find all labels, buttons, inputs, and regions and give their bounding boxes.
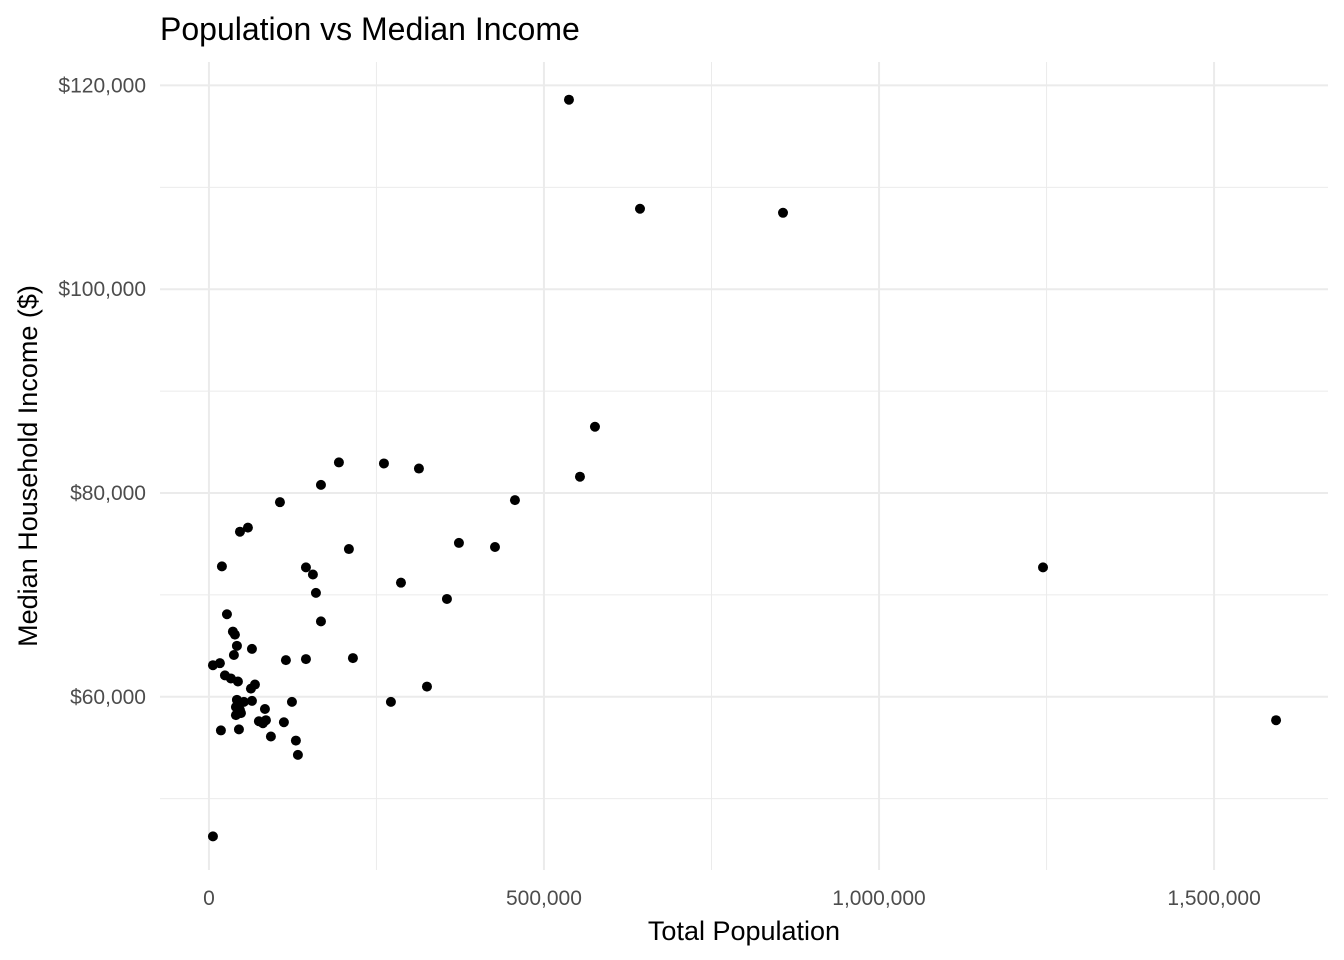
data-point: [333, 457, 344, 468]
data-point: [246, 695, 257, 706]
data-point: [315, 616, 326, 627]
data-point: [563, 94, 574, 105]
data-point: [395, 577, 406, 588]
data-point: [292, 749, 303, 760]
data-point: [214, 658, 225, 669]
data-point: [278, 717, 289, 728]
data-point: [274, 497, 285, 508]
data-point: [233, 724, 244, 735]
data-point: [378, 458, 389, 469]
data-point: [453, 537, 464, 548]
data-point: [221, 609, 232, 620]
data-point: [315, 479, 326, 490]
x-axis-ticks: 0 500,000 1,000,000 1,500,000: [203, 887, 1261, 910]
y-axis-label: Median Household Income ($): [13, 285, 43, 647]
data-point: [216, 561, 227, 572]
data-point: [280, 655, 291, 666]
data-point: [413, 463, 424, 474]
data-point: [290, 735, 301, 746]
y-tick-label: $100,000: [58, 278, 146, 301]
data-point: [574, 471, 585, 482]
data-point: [245, 683, 256, 694]
data-point: [229, 629, 240, 640]
data-point: [215, 725, 226, 736]
data-point: [260, 715, 271, 726]
data-point: [421, 681, 432, 692]
data-point: [232, 676, 243, 687]
data-point: [589, 421, 600, 432]
data-point: [246, 643, 257, 654]
data-point: [231, 640, 242, 651]
data-point: [307, 569, 318, 580]
points: [207, 94, 1282, 842]
data-point: [1038, 562, 1049, 573]
x-tick-label: 500,000: [506, 887, 582, 910]
data-point: [242, 522, 253, 533]
y-tick-label: $80,000: [70, 482, 146, 505]
data-point: [238, 696, 249, 707]
data-point: [310, 587, 321, 598]
data-point: [300, 654, 311, 665]
x-tick-label: 1,500,000: [1167, 887, 1260, 910]
y-axis-ticks: $60,000 $80,000 $100,000 $120,000: [58, 74, 146, 708]
chart-title: Population vs Median Income: [160, 11, 580, 47]
data-point: [489, 542, 500, 553]
y-tick-label: $60,000: [70, 686, 146, 709]
data-point: [207, 831, 218, 842]
data-point: [228, 650, 239, 661]
data-point: [234, 526, 245, 537]
x-tick-label: 0: [203, 887, 215, 910]
data-point: [385, 696, 396, 707]
data-point: [235, 708, 246, 719]
data-point: [343, 544, 354, 555]
x-tick-label: 1,000,000: [832, 887, 925, 910]
data-point: [1271, 715, 1282, 726]
data-point: [778, 207, 789, 218]
data-point: [259, 704, 270, 715]
data-point: [441, 593, 452, 604]
y-tick-label: $120,000: [58, 74, 146, 97]
x-axis-label: Total Population: [648, 916, 840, 946]
grid: [160, 62, 1328, 870]
data-point: [634, 203, 645, 214]
data-point: [265, 731, 276, 742]
data-point: [300, 562, 311, 573]
data-point: [286, 696, 297, 707]
data-point: [347, 653, 358, 664]
data-point: [509, 495, 520, 506]
